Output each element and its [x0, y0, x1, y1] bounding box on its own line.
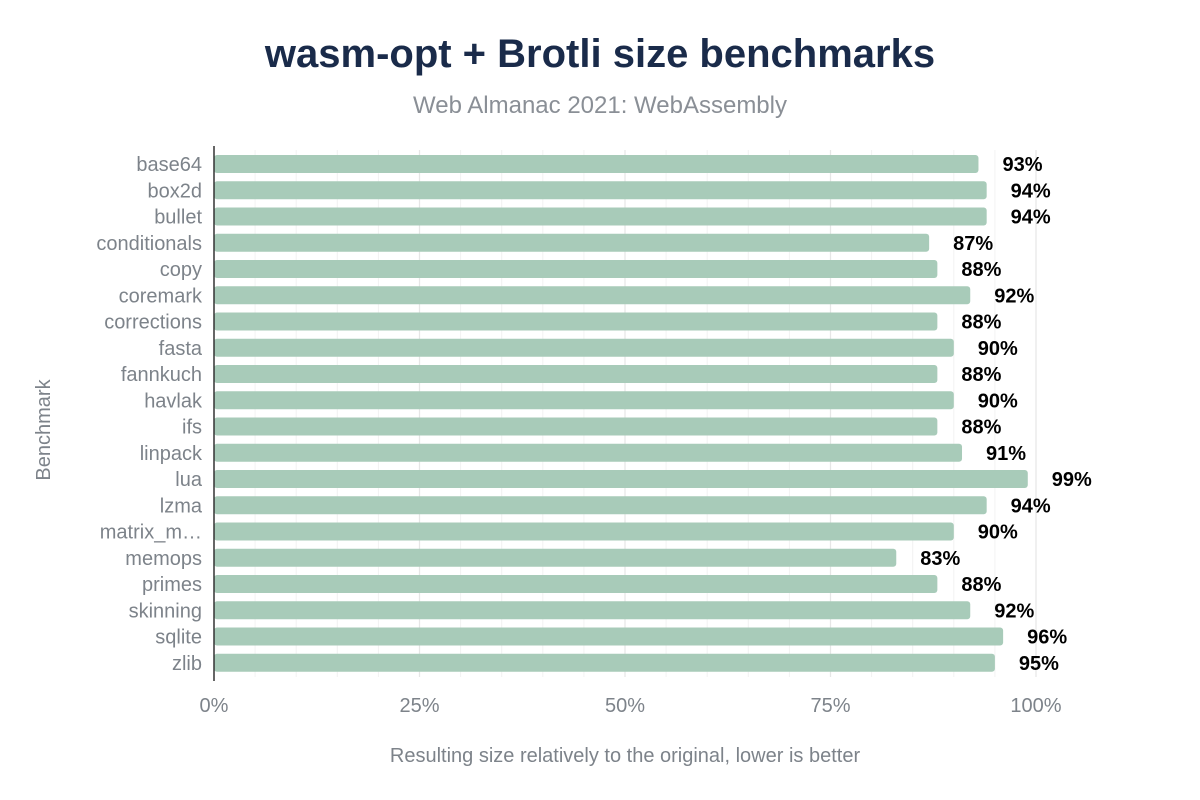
- category-label: havlak: [144, 390, 203, 412]
- bar-sqlite: [214, 627, 1004, 646]
- bar-havlak: [214, 391, 954, 410]
- chart-title: wasm-opt + Brotli size benchmarks: [264, 32, 936, 76]
- category-label: skinning: [129, 600, 202, 622]
- x-tick-label: 25%: [399, 695, 439, 717]
- data-label: 88%: [961, 364, 1001, 386]
- category-label: primes: [142, 574, 202, 596]
- data-label: 94%: [1011, 207, 1051, 229]
- data-label: 99%: [1052, 469, 1092, 491]
- category-label: corrections: [104, 312, 202, 334]
- bar-conditionals: [214, 233, 930, 252]
- x-tick-labels: 0% 25% 50% 75% 100%: [200, 695, 1062, 717]
- bar-skinning: [214, 601, 971, 620]
- category-label: base64: [136, 154, 202, 176]
- bar-corrections: [214, 312, 938, 331]
- data-label: 83%: [920, 548, 960, 570]
- category-label: coremark: [119, 285, 203, 307]
- category-label: bullet: [154, 207, 202, 229]
- x-axis-title: Resulting size relatively to the origina…: [390, 745, 861, 767]
- category-label: linpack: [140, 443, 203, 465]
- chart-subtitle: Web Almanac 2021: WebAssembly: [413, 92, 787, 119]
- category-label: copy: [160, 259, 202, 281]
- bar-lua: [214, 470, 1028, 488]
- category-label: ifs: [182, 417, 202, 439]
- bar-matrix-m: [214, 522, 954, 541]
- data-label: 96%: [1027, 627, 1067, 649]
- data-label: 88%: [961, 417, 1001, 439]
- data-label: 90%: [978, 522, 1018, 544]
- data-label: 87%: [953, 233, 993, 255]
- data-label: 92%: [994, 600, 1034, 622]
- category-label: zlib: [172, 653, 202, 675]
- category-label: lzma: [160, 495, 203, 517]
- x-tick-label: 75%: [810, 695, 850, 717]
- data-label: 93%: [1002, 154, 1042, 176]
- category-label: lua: [175, 469, 203, 491]
- category-label: sqlite: [155, 627, 202, 649]
- bar-copy: [214, 260, 938, 278]
- category-label: fasta: [159, 338, 203, 360]
- bar-base64: [214, 155, 979, 173]
- x-tick-label: 100%: [1010, 695, 1061, 717]
- category-labels: base64 box2d bullet conditionals copy coremar…: [96, 154, 203, 675]
- bar-bullet: [214, 207, 987, 226]
- data-label: 94%: [1011, 180, 1051, 202]
- data-label: 94%: [1011, 495, 1051, 517]
- category-label: fannkuch: [121, 364, 202, 386]
- y-axis-title: Benchmark: [33, 378, 55, 480]
- bar-ifs: [214, 417, 938, 436]
- x-tick-label: 0%: [200, 695, 229, 717]
- category-label: matrix_m…: [100, 522, 202, 544]
- bar-zlib: [214, 653, 995, 672]
- x-tick-label: 50%: [605, 695, 645, 717]
- data-label: 91%: [986, 443, 1026, 465]
- data-label: 90%: [978, 390, 1018, 412]
- data-label: 88%: [961, 574, 1001, 596]
- data-label: 88%: [961, 312, 1001, 334]
- bar-lzma: [214, 496, 987, 515]
- data-label: 92%: [994, 285, 1034, 307]
- data-label: 88%: [961, 259, 1001, 281]
- data-label: 90%: [978, 338, 1018, 360]
- bar-memops: [214, 548, 897, 567]
- bar-linpack: [214, 443, 963, 462]
- bar-box2d: [214, 181, 987, 200]
- bar-primes: [214, 575, 938, 593]
- bars-group: [214, 155, 1028, 672]
- grid-lines: [254, 150, 1037, 677]
- category-label: conditionals: [96, 233, 202, 255]
- data-labels: 93%94%94%87%88%92%88%90%88%90%88%91%99%9…: [920, 154, 1092, 675]
- bar-coremark: [214, 286, 971, 305]
- bar-fasta: [214, 338, 954, 357]
- bar-fannkuch: [214, 365, 938, 383]
- data-label: 95%: [1019, 653, 1059, 675]
- category-label: memops: [125, 548, 202, 570]
- category-label: box2d: [148, 180, 203, 202]
